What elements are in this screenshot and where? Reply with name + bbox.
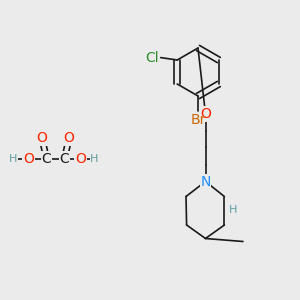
- Text: O: O: [75, 152, 86, 166]
- Text: O: O: [64, 131, 74, 145]
- Text: N: N: [200, 175, 211, 188]
- Text: C: C: [60, 152, 69, 166]
- Text: C: C: [42, 152, 51, 166]
- Text: H: H: [9, 154, 18, 164]
- Text: H: H: [90, 154, 99, 164]
- Text: O: O: [200, 107, 211, 121]
- Text: O: O: [37, 131, 47, 145]
- Text: Br: Br: [190, 113, 206, 128]
- Text: H: H: [229, 205, 238, 215]
- Text: Cl: Cl: [146, 51, 159, 64]
- Text: O: O: [23, 152, 34, 166]
